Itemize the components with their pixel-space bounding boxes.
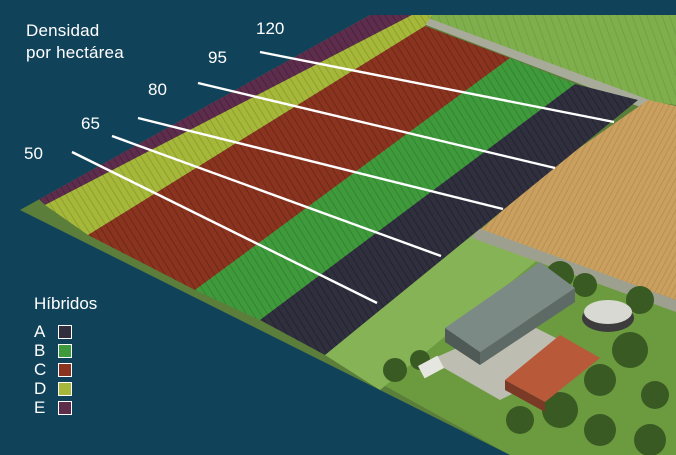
silo [582, 300, 634, 332]
legend-swatch-b [58, 343, 72, 358]
road-lower [472, 228, 676, 312]
legend-item-b: B [34, 341, 97, 360]
legend-letter-b: B [34, 340, 46, 360]
shed [418, 355, 444, 379]
density-line-120 [259, 50, 615, 124]
strip-a [260, 84, 638, 355]
legend-item-c: C [34, 360, 97, 379]
legend-title: Híbridos [34, 294, 98, 313]
legend-item-a: A [34, 322, 97, 341]
farm-yard [430, 320, 590, 400]
density-line-95 [197, 81, 556, 170]
legend-swatch-d [58, 381, 72, 396]
legend-swatch-c [58, 362, 72, 377]
legend-letter-e: E [34, 397, 46, 417]
hybrid-legend: Híbridos A B C D E [34, 294, 97, 417]
density-label-120: 120 [256, 19, 285, 38]
legend-item-d: D [34, 379, 97, 398]
meadow-strip [325, 232, 540, 390]
density-line-65 [111, 134, 442, 258]
density-line-50 [71, 150, 378, 305]
density-label-95: 95 [208, 48, 227, 67]
road-top [400, 15, 655, 110]
wheat-field [480, 100, 676, 300]
density-title-line1: Densidad [26, 21, 100, 40]
legend-swatch-e [58, 400, 72, 415]
strip-b [195, 58, 575, 320]
density-title-line2: por hectárea [26, 43, 124, 62]
barn [445, 262, 575, 365]
legend-swatch-a [58, 324, 72, 339]
density-label-80: 80 [148, 80, 167, 99]
legend-item-e: E [34, 398, 97, 417]
density-lines [71, 50, 615, 305]
legend-letter-c: C [34, 359, 47, 379]
density-line-80 [137, 116, 504, 211]
density-label-50: 50 [24, 144, 43, 163]
density-label-65: 65 [81, 114, 100, 133]
legend-letter-a: A [34, 321, 46, 341]
farmhouse [505, 335, 600, 412]
density-title: Densidad por hectárea [26, 20, 124, 64]
legend-letter-d: D [34, 378, 47, 398]
strip-d [45, 15, 432, 235]
